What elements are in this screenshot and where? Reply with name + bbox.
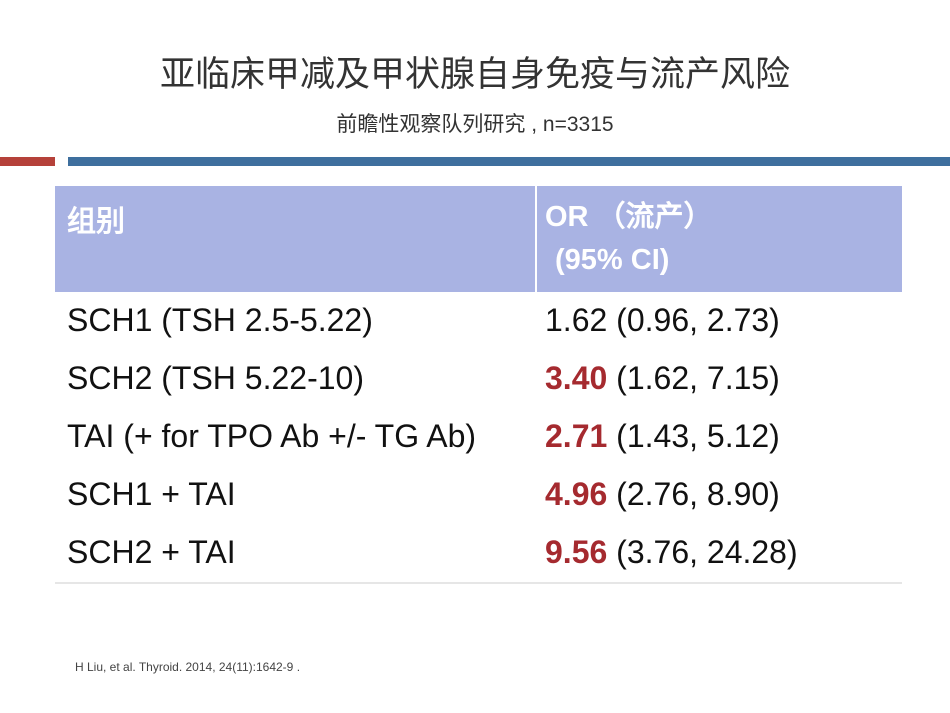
table-row: TAI (+ for TPO Ab +/- TG Ab) 2.71 (1.43, … (55, 408, 902, 466)
or-cell: 9.56 (3.76, 24.28) (535, 524, 902, 582)
group-cell: SCH1 (TSH 2.5-5.22) (67, 302, 373, 338)
table-row: SCH1 + TAI 4.96 (2.76, 8.90) (55, 466, 902, 524)
odds-ratio: 3.40 (545, 360, 608, 396)
table-row: SCH2 (TSH 5.22-10) 3.40 (1.62, 7.15) (55, 350, 902, 408)
odds-ratio: 4.96 (545, 476, 608, 512)
header-cell: 组别 (67, 206, 126, 238)
confidence-interval: (1.62, 7.15) (616, 360, 780, 396)
confidence-interval: (3.76, 24.28) (616, 534, 798, 570)
or-cell: 1.62 (0.96, 2.73) (535, 292, 902, 350)
group-cell: SCH2 (TSH 5.22-10) (67, 360, 364, 396)
confidence-interval: (1.43, 5.12) (616, 418, 780, 454)
table-row: SCH1 (TSH 2.5-5.22) 1.62 (0.96, 2.73) (55, 292, 902, 350)
group-cell: TAI (+ for TPO Ab +/- TG Ab) (67, 418, 477, 454)
footnote: H Liu, et al. Thyroid. 2014, 24(11):1642… (75, 660, 301, 674)
odds-ratio: 9.56 (545, 534, 608, 570)
header-cell: OR （流产） (95% CI) (535, 186, 902, 292)
table-row: SCH2 + TAI 9.56 (3.76, 24.28) (55, 524, 902, 582)
or-cell: 3.40 (1.62, 7.15) (535, 350, 902, 408)
table-body: SCH1 (TSH 2.5-5.22) 1.62 (0.96, 2.73) SCH2… (55, 292, 902, 584)
accent-bar (68, 157, 950, 166)
confidence-interval: (0.96, 2.73) (616, 302, 780, 338)
or-cell: 2.71 (1.43, 5.12) (535, 408, 902, 466)
header-line: OR （流产） (545, 201, 713, 233)
confidence-interval: (2.76, 8.90) (616, 476, 780, 512)
or-cell: 4.96 (2.76, 8.90) (535, 466, 902, 524)
title: 亚临床甲减及甲状腺自身免疫与流产风险 (159, 55, 790, 94)
header-line: (95% CI) (555, 244, 670, 276)
group-cell: SCH2 + TAI (67, 534, 236, 570)
accent-bar (0, 157, 55, 166)
subtitle: 前瞻性观察队列研究 , n=3315 (336, 113, 614, 136)
table-header: 组别 OR （流产） (95% CI) (55, 186, 902, 292)
odds-ratio: 1.62 (545, 302, 608, 338)
group-cell: SCH1 + TAI (67, 476, 236, 512)
odds-ratio: 2.71 (545, 418, 608, 454)
